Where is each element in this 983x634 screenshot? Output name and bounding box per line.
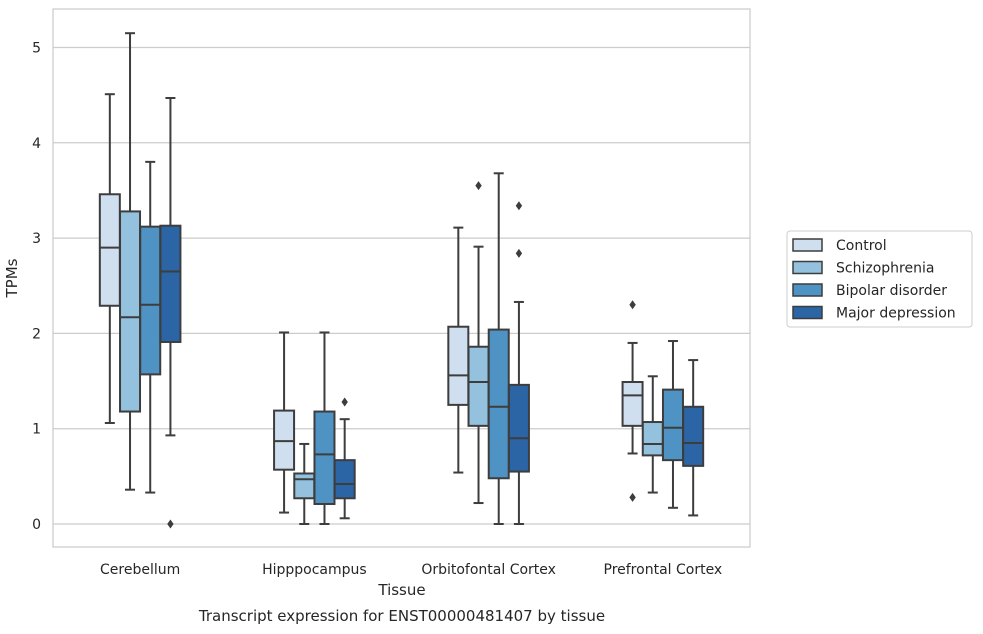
chart-caption: Transcript expression for ENST0000048140… xyxy=(198,607,605,625)
y-tick-label: 2 xyxy=(32,326,41,342)
outlier-point xyxy=(341,397,348,407)
legend-swatch xyxy=(792,238,823,252)
box-iqr xyxy=(641,421,664,457)
box-control xyxy=(621,300,644,502)
box-iqr xyxy=(661,388,684,462)
y-tick-label: 3 xyxy=(32,231,41,247)
y-tick-label: 1 xyxy=(32,422,41,438)
legend: Control Schizophrenia Bipolar disorder Majo… xyxy=(786,230,973,328)
outlier-point xyxy=(629,492,636,502)
box-iqr xyxy=(682,405,705,467)
box-layer xyxy=(98,32,705,529)
box-bipolar-disorder xyxy=(313,331,336,525)
y-axis-label: TPMs xyxy=(3,258,21,298)
x-tick-label: Prefrontal Cortex xyxy=(604,562,723,578)
legend-label: Bipolar disorder xyxy=(836,283,947,299)
box-iqr xyxy=(119,210,142,413)
y-tick-labels: 0 1 2 3 4 5 xyxy=(32,41,41,534)
box-major-depression xyxy=(159,97,182,529)
y-tick-label: 4 xyxy=(32,136,41,152)
outlier-point xyxy=(629,300,636,310)
box-iqr xyxy=(621,381,644,427)
box-iqr xyxy=(139,225,162,376)
box-iqr xyxy=(98,193,121,307)
box-control xyxy=(273,331,296,514)
box-bipolar-disorder xyxy=(487,172,510,525)
box-iqr xyxy=(507,383,530,473)
legend-swatch xyxy=(792,283,823,297)
legend-label: Control xyxy=(836,238,887,254)
box-iqr xyxy=(447,325,470,406)
legend-label: Major depression xyxy=(836,306,956,322)
box-schizophrenia xyxy=(641,375,664,494)
box-major-depression xyxy=(507,201,530,525)
outlier-point xyxy=(475,181,482,191)
x-axis-label: Tissue xyxy=(377,581,425,599)
legend-swatch xyxy=(792,305,823,320)
x-tick-label: Orbitofontal Cortex xyxy=(421,562,556,578)
box-iqr xyxy=(467,345,490,427)
box-iqr xyxy=(293,472,316,500)
legend-label: Schizophrenia xyxy=(836,261,934,277)
box-major-depression xyxy=(682,359,705,517)
x-tick-labels: Cerebellum Hipppocampus Orbitofontal Corte… xyxy=(100,562,722,578)
box-major-depression xyxy=(333,397,356,520)
y-tick-label: 5 xyxy=(32,41,41,57)
x-tick-label: Cerebellum xyxy=(100,562,180,578)
x-tick-label: Hipppocampus xyxy=(262,562,367,578)
box-iqr xyxy=(487,328,510,480)
box-iqr xyxy=(159,224,182,343)
y-tick-label: 0 xyxy=(32,517,41,533)
outlier-point xyxy=(515,201,523,211)
box-schizophrenia xyxy=(467,181,490,505)
outlier-point xyxy=(515,248,523,258)
legend-swatch xyxy=(792,260,823,275)
legend-box xyxy=(786,230,973,328)
outlier-point xyxy=(167,519,174,529)
box-iqr xyxy=(313,410,336,505)
box-schizophrenia xyxy=(119,32,142,491)
box-bipolar-disorder xyxy=(661,340,684,509)
box-iqr xyxy=(333,459,356,500)
